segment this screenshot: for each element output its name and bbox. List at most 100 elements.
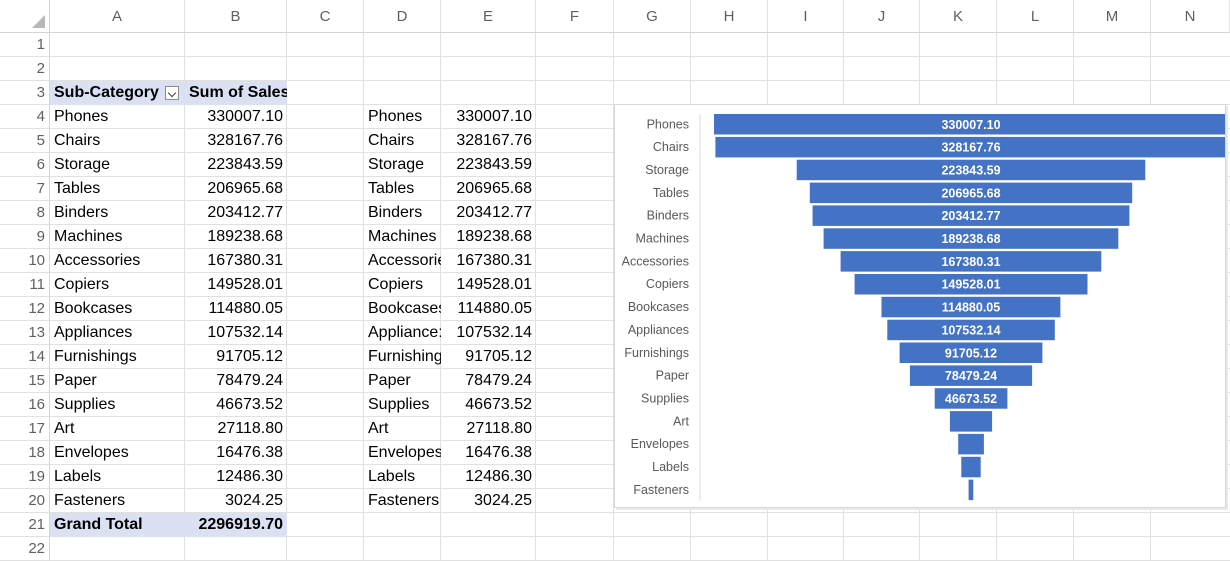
pivot-row-label[interactable]: Appliances (54, 324, 133, 341)
copy-row-value[interactable]: 27118.80 (466, 420, 532, 437)
pivot-row-value[interactable]: 328167.76 (207, 132, 283, 149)
funnel-bar-chairs[interactable] (715, 136, 1225, 158)
pivot-row-value[interactable]: 189238.68 (207, 228, 283, 245)
funnel-bar-bookcases[interactable] (881, 296, 1061, 318)
grand-total-label[interactable]: Grand Total (50, 513, 185, 537)
row-header-5[interactable]: 5 (0, 129, 50, 153)
pivot-row-label[interactable]: Fasteners (54, 492, 126, 509)
column-header-j[interactable]: J (844, 0, 920, 33)
copy-row-label[interactable]: Furnishing (368, 348, 441, 365)
row-header-15[interactable]: 15 (0, 369, 50, 393)
row-header-19[interactable]: 19 (0, 465, 50, 489)
copy-row-value[interactable]: 46673.52 (465, 396, 532, 413)
column-header-a[interactable]: A (50, 0, 185, 33)
row-header-10[interactable]: 10 (0, 249, 50, 273)
copy-row-value[interactable]: 107532.14 (456, 324, 532, 341)
column-header-d[interactable]: D (364, 0, 441, 33)
row-header-7[interactable]: 7 (0, 177, 50, 201)
pivot-row-label[interactable]: Chairs (54, 132, 101, 149)
pivot-row-label[interactable]: Art (54, 420, 75, 437)
copy-row-label[interactable]: Storage (368, 156, 425, 173)
row-header-12[interactable]: 12 (0, 297, 50, 321)
row-header-2[interactable]: 2 (0, 57, 50, 81)
copy-row-label[interactable]: Labels (368, 468, 416, 485)
pivot-row-label[interactable]: Envelopes (54, 444, 129, 461)
row-header-4[interactable]: 4 (0, 105, 50, 129)
column-header-n[interactable]: N (1151, 0, 1230, 33)
funnel-bar-tables[interactable] (809, 182, 1133, 204)
copy-row-label[interactable]: Phones (368, 108, 423, 125)
funnel-bar-fasteners[interactable] (968, 479, 974, 501)
copy-row-value[interactable]: 330007.10 (456, 108, 532, 125)
row-header-9[interactable]: 9 (0, 225, 50, 249)
row-header-20[interactable]: 20 (0, 489, 50, 513)
pivot-row-value[interactable]: 27118.80 (217, 420, 283, 437)
select-all-corner[interactable] (0, 0, 50, 33)
copy-row-value[interactable]: 328167.76 (456, 132, 532, 149)
copy-row-label[interactable]: Art (368, 420, 389, 437)
pivot-row-value[interactable]: 107532.14 (207, 324, 283, 341)
copy-row-value[interactable]: 16476.38 (465, 444, 532, 461)
column-header-i[interactable]: I (768, 0, 844, 33)
pivot-row-label[interactable]: Tables (54, 180, 101, 197)
funnel-bar-copiers[interactable] (854, 274, 1088, 295)
pivot-row-label[interactable]: Machines (54, 228, 123, 245)
copy-row-label[interactable]: Copiers (368, 276, 424, 293)
copy-row-label[interactable]: Envelopes (368, 444, 441, 461)
pivot-row-value[interactable]: 16476.38 (216, 444, 283, 461)
pivot-row-value[interactable]: 223843.59 (207, 156, 283, 173)
copy-row-value[interactable]: 189238.68 (456, 228, 532, 245)
copy-row-label[interactable]: Chairs (368, 132, 415, 149)
copy-row-label[interactable]: Bookcases (368, 300, 441, 317)
copy-row-value[interactable]: 3024.25 (474, 492, 532, 509)
row-header-18[interactable]: 18 (0, 441, 50, 465)
funnel-bar-storage[interactable] (796, 159, 1146, 181)
funnel-bar-supplies[interactable] (934, 388, 1008, 409)
copy-row-value[interactable]: 149528.01 (456, 276, 532, 293)
pivot-row-value[interactable]: 330007.10 (207, 108, 283, 125)
column-header-c[interactable]: C (287, 0, 364, 33)
copy-row-label[interactable]: Supplies (368, 396, 430, 413)
funnel-bar-binders[interactable] (812, 205, 1130, 226)
copy-row-value[interactable]: 12486.30 (465, 468, 532, 485)
copy-row-value[interactable]: 91705.12 (465, 348, 532, 365)
pivot-row-label[interactable]: Supplies (54, 396, 116, 413)
pivot-row-label[interactable]: Phones (54, 108, 109, 125)
pivot-row-value[interactable]: 3024.25 (225, 492, 283, 509)
copy-row-value[interactable]: 78479.24 (465, 372, 532, 389)
row-header-17[interactable]: 17 (0, 417, 50, 441)
pivot-row-value[interactable]: 203412.77 (207, 204, 283, 221)
funnel-bar-art[interactable] (949, 411, 993, 432)
copy-row-value[interactable]: 167380.31 (456, 252, 532, 269)
copy-row-label[interactable]: Binders (368, 204, 423, 221)
grand-total-value[interactable]: 2296919.70 (185, 513, 287, 537)
pivot-row-label[interactable]: Accessories (54, 252, 141, 269)
copy-row-label[interactable]: Appliance: (368, 324, 441, 341)
pivot-row-value[interactable]: 167380.31 (207, 252, 283, 269)
pivot-header-subcategory[interactable]: Sub-Category (50, 81, 185, 105)
pivot-row-value[interactable]: 46673.52 (216, 396, 283, 413)
funnel-bar-machines[interactable] (823, 228, 1119, 249)
funnel-bar-furnishings[interactable] (899, 342, 1043, 364)
filter-dropdown-icon[interactable] (164, 86, 179, 100)
pivot-row-value[interactable]: 91705.12 (216, 348, 283, 365)
column-header-e[interactable]: E (441, 0, 536, 33)
funnel-bar-labels[interactable] (961, 456, 981, 478)
copy-row-value[interactable]: 206965.68 (456, 180, 532, 197)
copy-row-label[interactable]: Tables (368, 180, 415, 197)
pivot-row-value[interactable]: 78479.24 (216, 372, 283, 389)
funnel-bar-paper[interactable] (909, 365, 1033, 386)
copy-row-value[interactable]: 223843.59 (456, 156, 532, 173)
pivot-row-label[interactable]: Copiers (54, 276, 110, 293)
row-header-13[interactable]: 13 (0, 321, 50, 345)
row-header-8[interactable]: 8 (0, 201, 50, 225)
column-header-b[interactable]: B (185, 0, 287, 33)
column-header-l[interactable]: L (997, 0, 1074, 33)
funnel-chart[interactable]: Phones 330007.10 Chairs 328167.76 Storage 223… (614, 104, 1226, 508)
copy-row-value[interactable]: 203412.77 (456, 204, 532, 221)
copy-row-label[interactable]: Fasteners (368, 492, 440, 509)
funnel-bar-accessories[interactable] (840, 251, 1102, 272)
row-header-6[interactable]: 6 (0, 153, 50, 177)
column-header-h[interactable]: H (691, 0, 768, 33)
pivot-row-label[interactable]: Labels (54, 468, 102, 485)
